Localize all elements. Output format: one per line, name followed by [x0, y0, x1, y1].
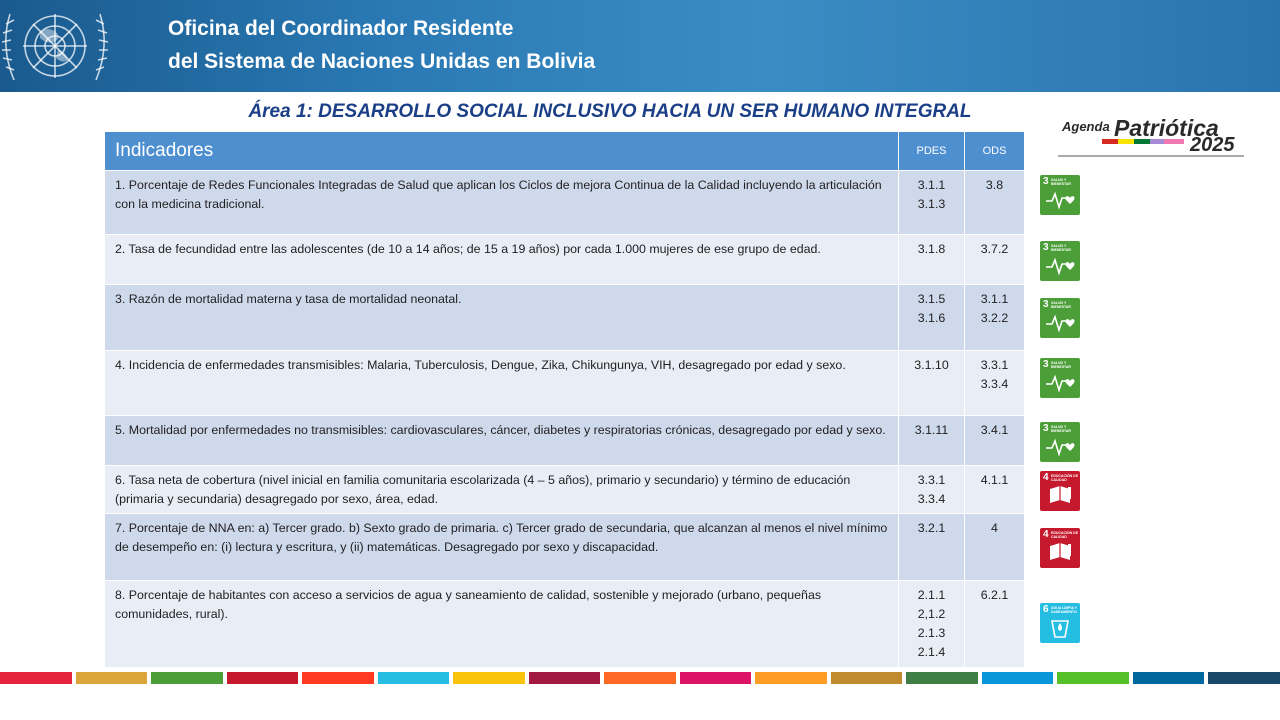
agenda-logo-year: 2025 — [1189, 134, 1235, 156]
color-segment — [1057, 672, 1129, 684]
color-segment — [226, 672, 299, 684]
header-title-line2: del Sistema de Naciones Unidas en Bolivi… — [168, 50, 596, 73]
sdg-3-heartbeat-icon: 3 SALUD Y BIENESTAR — [1040, 175, 1080, 215]
header-title: Oficina del Coordinador Residente del Si… — [168, 12, 595, 78]
indicators-table: Indicadores PDES ODS 1. Porcentaje de Re… — [104, 131, 1025, 668]
ods-cell: 4 — [964, 513, 1025, 581]
ods-cell: 3.1.1 3.2.2 — [964, 284, 1025, 351]
ods-cell: 3.3.1 3.3.4 — [964, 350, 1025, 416]
header-banner: Oficina del Coordinador Residente del Si… — [0, 0, 1280, 92]
agenda-logo-word1: Agenda — [1061, 119, 1110, 134]
color-segment — [1132, 672, 1205, 684]
pdes-cell: 3.3.1 3.3.4 — [898, 465, 965, 514]
sdg-3-heartbeat-icon: 3 SALUD Y BIENESTAR — [1040, 422, 1080, 462]
pdes-cell: 2.1.1 2,1.2 2.1.3 2.1.4 — [898, 580, 965, 668]
area-title: Área 1: DESARROLLO SOCIAL INCLUSIVO HACI… — [248, 101, 972, 122]
header-indicadores: Indicadores — [104, 131, 899, 171]
table-row: 4. Incidencia de enfermedades transmisib… — [104, 350, 1025, 416]
pdes-cell: 3.1.8 — [898, 234, 965, 285]
table-row: 2. Tasa de fecundidad entre las adolesce… — [104, 234, 1025, 285]
table-row: 8. Porcentaje de habitantes con acceso a… — [104, 580, 1025, 668]
indicator-cell: 6. Tasa neta de cobertura (nivel inicial… — [104, 465, 899, 514]
sdg-3-heartbeat-icon: 3 SALUD Y BIENESTAR — [1040, 358, 1080, 398]
header-title-line1: Oficina del Coordinador Residente — [168, 17, 514, 40]
color-segment — [906, 672, 978, 684]
un-emblem-icon — [1, 13, 109, 81]
color-segment — [0, 672, 72, 684]
table-row: 3. Razón de mortalidad materna y tasa de… — [104, 284, 1025, 351]
pdes-cell: 3.2.1 — [898, 513, 965, 581]
color-segment — [830, 672, 903, 684]
sdg-4-book-icon: 4 EDUCACIÓN DE CALIDAD — [1040, 528, 1080, 568]
indicator-cell: 7. Porcentaje de NNA en: a) Tercer grado… — [104, 513, 899, 581]
sdg-color-bar — [0, 672, 1280, 684]
color-segment — [679, 672, 752, 684]
color-segment — [604, 672, 676, 684]
color-segment — [377, 672, 450, 684]
sdg-4-book-icon: 4 EDUCACIÓN DE CALIDAD — [1040, 471, 1080, 511]
pdes-cell: 3.1.5 3.1.6 — [898, 284, 965, 351]
color-segment — [75, 672, 148, 684]
indicator-cell: 3. Razón de mortalidad materna y tasa de… — [104, 284, 899, 351]
indicator-cell: 8. Porcentaje de habitantes con acceso a… — [104, 580, 899, 668]
indicator-cell: 1. Porcentaje de Redes Funcionales Integ… — [104, 170, 899, 235]
ods-cell: 3.7.2 — [964, 234, 1025, 285]
table-row: 6. Tasa neta de cobertura (nivel inicial… — [104, 465, 1025, 514]
color-segment — [981, 672, 1054, 684]
color-segment — [453, 672, 525, 684]
indicator-cell: 5. Mortalidad por enfermedades no transm… — [104, 415, 899, 466]
color-segment — [151, 672, 223, 684]
sdg-3-heartbeat-icon: 3 SALUD Y BIENESTAR — [1040, 241, 1080, 281]
ods-cell: 3.8 — [964, 170, 1025, 235]
color-segment — [528, 672, 601, 684]
sdg-3-heartbeat-icon: 3 SALUD Y BIENESTAR — [1040, 298, 1080, 338]
color-segment — [302, 672, 374, 684]
agenda-logo-word2: Patriótica — [1114, 115, 1219, 141]
ods-cell: 6.2.1 — [964, 580, 1025, 668]
header-ods: ODS — [964, 131, 1025, 171]
agenda-patriotica-logo: Agenda Patriótica 2025 — [1058, 115, 1244, 157]
indicator-cell: 4. Incidencia de enfermedades transmisib… — [104, 350, 899, 416]
table-row: 1. Porcentaje de Redes Funcionales Integ… — [104, 170, 1025, 235]
ods-cell: 3.4.1 — [964, 415, 1025, 466]
table-row: 7. Porcentaje de NNA en: a) Tercer grado… — [104, 513, 1025, 581]
header-pdes: PDES — [898, 131, 965, 171]
color-segment — [1208, 672, 1280, 684]
pdes-cell: 3.1.11 — [898, 415, 965, 466]
color-segment — [755, 672, 827, 684]
pdes-cell: 3.1.10 — [898, 350, 965, 416]
sdg-6-water-drop-icon: 6 AGUA LIMPIA Y SANEAMIENTO — [1040, 603, 1080, 643]
table-row: 5. Mortalidad por enfermedades no transm… — [104, 415, 1025, 466]
indicator-cell: 2. Tasa de fecundidad entre las adolesce… — [104, 234, 899, 285]
ods-cell: 4.1.1 — [964, 465, 1025, 514]
pdes-cell: 3.1.1 3.1.3 — [898, 170, 965, 235]
